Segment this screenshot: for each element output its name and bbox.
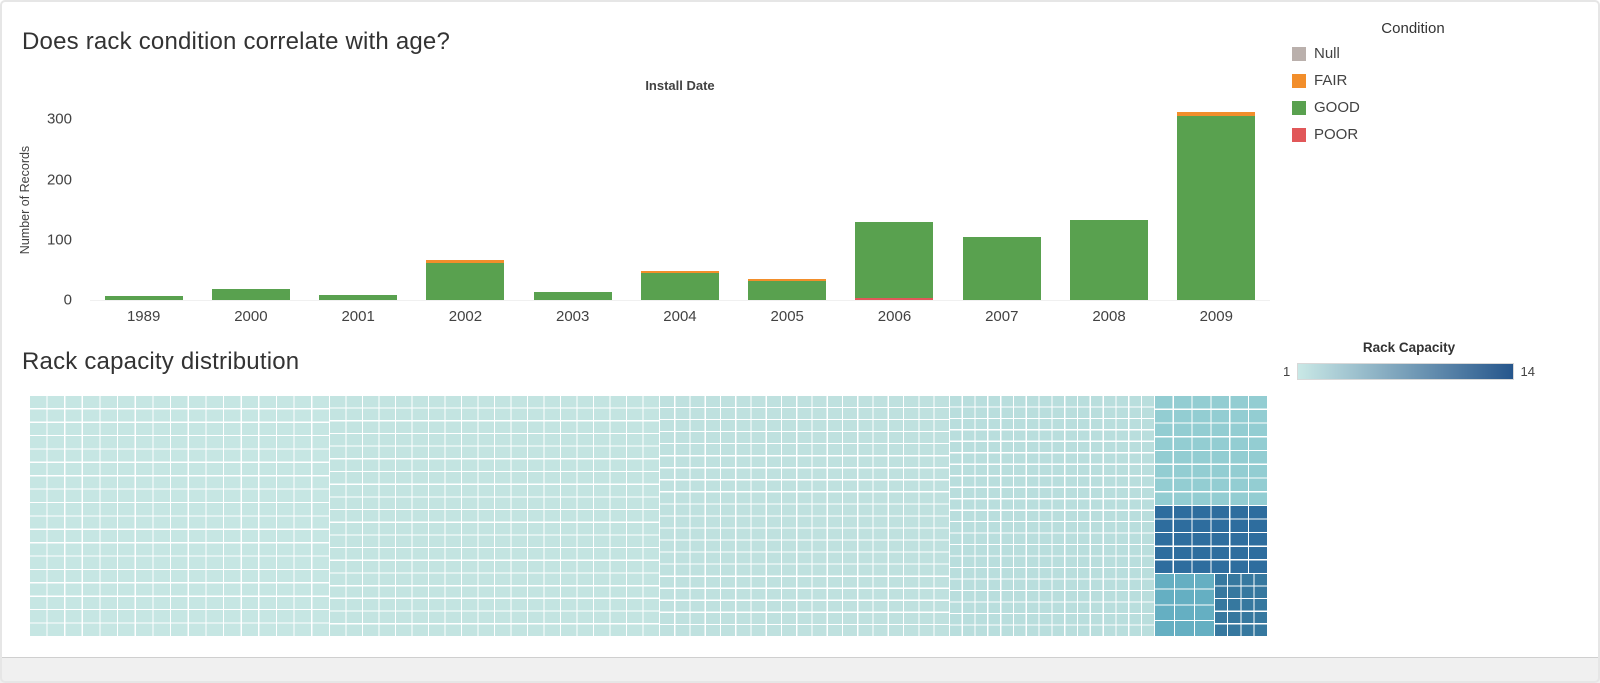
treemap-group-capacity-2-a[interactable] — [660, 396, 950, 637]
condition-chart-title: Does rack condition correlate with age? — [22, 28, 451, 55]
legend-label-good: GOOD — [1314, 99, 1360, 116]
bar-column-2002 — [412, 100, 519, 300]
bar-segment-good-2005[interactable] — [748, 280, 827, 300]
bar-2001[interactable] — [319, 100, 398, 300]
bar-2007[interactable] — [962, 100, 1041, 300]
capacity-legend-min: 1 — [1283, 364, 1291, 379]
treemap-group-capacity-1-b[interactable] — [330, 396, 660, 637]
bar-2004[interactable] — [640, 100, 719, 300]
x-tick-label-2004: 2004 — [663, 308, 697, 325]
bar-segment-fair-2005[interactable] — [748, 278, 827, 281]
dashboard-footer — [0, 657, 1600, 683]
legend-swatch-null — [1292, 46, 1306, 61]
x-axis-labels: 1989 2000 2001 2002 2003 2004 2005 2006 2007 2008… — [90, 308, 1270, 325]
bar-column-2008 — [1055, 100, 1162, 300]
bar-2005[interactable] — [748, 100, 827, 300]
bar-segment-good-2007[interactable] — [962, 236, 1041, 300]
x-axis-title: Install Date — [645, 78, 715, 93]
y-tick-label-100: 100 — [46, 231, 72, 249]
x-tick-label-2002: 2002 — [448, 308, 483, 325]
bar-2000[interactable] — [211, 100, 290, 300]
y-axis-ticks: 0 100 200 300 — [30, 100, 72, 309]
legend-item-poor[interactable]: POOR — [1292, 126, 1546, 143]
capacity-gradient-bar — [1297, 363, 1514, 380]
legend-item-fair[interactable]: FAIR — [1292, 72, 1546, 89]
x-tick-label-2000: 2000 — [234, 308, 268, 325]
bar-2006[interactable] — [855, 100, 934, 300]
capacity-legend-title: Rack Capacity — [1362, 340, 1456, 355]
y-tick-label-0: 0 — [63, 291, 72, 309]
bar-segment-good-2002[interactable] — [426, 262, 505, 300]
capacity-legend-row: 1 14 — [1283, 363, 1535, 380]
treemap-group-capacity-2-b[interactable] — [950, 396, 1155, 637]
legend-item-null[interactable]: Null — [1292, 45, 1546, 62]
bar-column-2003 — [519, 100, 626, 300]
bar-column-2007 — [948, 100, 1055, 300]
bar-segment-fair-2004[interactable] — [640, 271, 719, 273]
bar-column-2001 — [305, 100, 412, 300]
capacity-legend-max: 14 — [1520, 364, 1535, 379]
bar-plot-area — [90, 100, 1270, 301]
x-tick-label-2001: 2001 — [341, 308, 375, 325]
bar-2008[interactable] — [1070, 100, 1149, 300]
bar-2009[interactable] — [1177, 100, 1256, 300]
x-tick-label-2003: 2003 — [556, 308, 590, 325]
bar-column-2009 — [1163, 100, 1270, 300]
bar-segment-good-2000[interactable] — [211, 289, 290, 300]
y-tick-label-300: 300 — [46, 110, 72, 128]
bar-column-2004 — [626, 100, 733, 300]
bar-segment-good-1989[interactable] — [104, 296, 183, 300]
legend-label-fair: FAIR — [1314, 72, 1348, 89]
x-tick-label-2005: 2005 — [770, 308, 804, 325]
legend-swatch-good — [1292, 100, 1306, 115]
x-tick-label-2009: 2009 — [1199, 308, 1233, 325]
x-tick-label-2006: 2006 — [877, 308, 912, 325]
x-tick-label-2007: 2007 — [985, 308, 1019, 325]
bar-segment-fair-2002[interactable] — [426, 259, 505, 263]
legend-label-poor: POOR — [1314, 126, 1359, 143]
treemap-group-capacity-1-a[interactable] — [30, 396, 330, 637]
y-tick-label-200: 200 — [46, 171, 72, 189]
capacity-chart-title: Rack capacity distribution — [22, 348, 300, 375]
condition-legend: Condition Null FAIR GOOD POOR — [1280, 20, 1546, 153]
bar-segment-good-2008[interactable] — [1070, 219, 1149, 300]
bar-segment-fair-2009[interactable] — [1177, 112, 1256, 116]
bar-column-2000 — [197, 100, 304, 300]
legend-swatch-fair — [1292, 73, 1306, 88]
treemap-group-capacity-6[interactable] — [1155, 574, 1215, 637]
x-tick-label-2008: 2008 — [1092, 308, 1126, 325]
bar-column-1989 — [90, 100, 197, 300]
bar-segment-good-2003[interactable] — [533, 292, 612, 300]
capacity-color-legend: Rack Capacity 1 14 — [1283, 340, 1535, 380]
treemap-group-capacity-13[interactable] — [1155, 506, 1268, 574]
condition-legend-items: Null FAIR GOOD POOR — [1280, 45, 1546, 143]
treemap-group-capacity-3[interactable] — [1155, 396, 1268, 506]
treemap-group-capacity-10[interactable] — [1215, 574, 1268, 637]
bar-1989[interactable] — [104, 100, 183, 300]
legend-label-null: Null — [1314, 45, 1340, 62]
bar-segment-good-2009[interactable] — [1177, 115, 1256, 300]
bar-segment-poor-2006[interactable] — [855, 297, 934, 300]
legend-item-good[interactable]: GOOD — [1292, 99, 1546, 116]
bar-segment-good-2006[interactable] — [855, 221, 934, 298]
condition-legend-title: Condition — [1381, 20, 1445, 37]
bar-segment-good-2001[interactable] — [319, 295, 398, 300]
x-tick-label-1989: 1989 — [126, 308, 161, 325]
bar-segment-good-2004[interactable] — [640, 272, 719, 300]
bar-column-2006 — [841, 100, 948, 300]
bar-2002[interactable] — [426, 100, 505, 300]
bar-column-2005 — [734, 100, 841, 300]
legend-swatch-poor — [1292, 127, 1306, 142]
capacity-treemap — [30, 396, 1268, 637]
bar-2003[interactable] — [533, 100, 612, 300]
